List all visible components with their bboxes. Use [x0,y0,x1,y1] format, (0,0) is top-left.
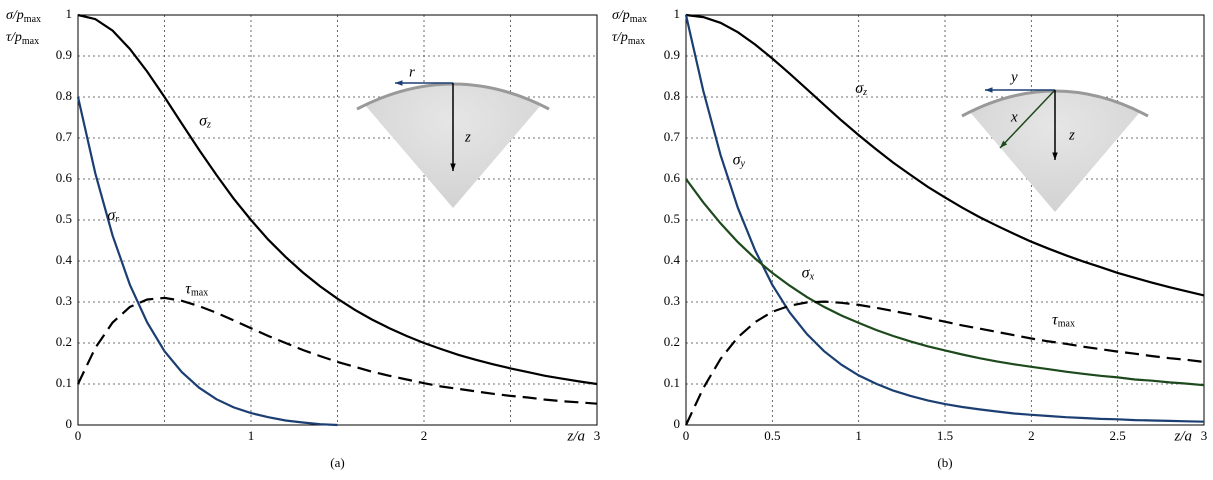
series-line [76,96,338,427]
y-tick-label: 0 [66,416,73,431]
y-tick-label: 0.7 [664,129,681,144]
x-tick-label: 3 [594,428,601,443]
y-tick-label: 0.5 [56,211,72,226]
series-label: σz [199,112,211,131]
y-tick-label: 0.8 [664,88,680,103]
inset-label: r [409,64,415,80]
inset-label: x [1010,109,1018,125]
subplot: 00.10.20.30.40.50.60.70.80.910 1 2 3rzσzσrτ… [6,6,600,470]
x-tick-label: 3 [1201,428,1208,443]
series-label: τmax [185,280,208,299]
y-axis-label: τ/pmax [612,30,645,47]
y-tick-label: 0.7 [56,129,73,144]
series-label: σr [107,207,119,226]
x-tick-label: 1 [248,428,255,443]
y-axis-label: σ/pmax [612,8,647,25]
series-line [685,300,1205,426]
x-axis-label: z/a [1173,428,1192,444]
inset-arrow-head [1000,140,1008,148]
x-tick-label: 0 [75,428,82,443]
y-tick-label: 0.2 [664,334,680,349]
inset-label: z [464,129,471,145]
y-tick-label: 0.5 [664,211,680,226]
inset-arrow-head [985,87,993,93]
series-label: τmax [1052,311,1075,330]
x-tick-label: 1.5 [937,428,953,443]
y-tick-label: 1 [66,6,73,21]
series-label: σy [733,151,746,170]
inset-arrow-head [395,80,403,86]
y-tick-label: 0.3 [56,293,72,308]
series-label: σz [855,79,867,98]
x-axis-label: z/a [566,428,585,444]
x-tick-label: 0 [683,428,690,443]
inset-diagram: rz [356,64,550,208]
y-tick-label: 0.6 [664,170,681,185]
y-axis-label: σ/pmax [6,8,41,25]
inset-arrow-head [450,163,456,171]
y-tick-label: 0.4 [56,252,73,267]
inset-arrow [999,89,1056,149]
y-axis-label: τ/pmax [6,30,39,47]
x-tick-label: 2 [421,428,428,443]
inset-label: z [1068,127,1075,143]
series-line [77,296,598,405]
series-line [685,13,1205,297]
y-tick-label: 0.1 [56,375,72,390]
y-tick-label: 1 [674,6,681,21]
inset-diagram: y x z [961,69,1149,212]
x-tick-label: 2.5 [1110,428,1126,443]
subplot: 0 0.1 0.2 0.3 0.4 0.5 0.6 0.7 0.8 0.9 1 0 0.5 1 1.5 2 2.… [612,6,1207,470]
series-label: σx [802,264,815,283]
x-tick-label: 0.5 [764,428,780,443]
x-tick-label: 2 [1028,428,1035,443]
y-tick-label: 0.1 [664,375,680,390]
inset-label: y [1009,69,1018,85]
y-tick-label: 0.8 [56,88,72,103]
y-tick-label: 0.9 [56,47,72,62]
series-line [77,13,598,386]
y-tick-label: 0.4 [664,252,681,267]
caption: (a) [330,455,344,470]
y-tick-label: 0.2 [56,334,72,349]
series-line [684,14,1205,423]
x-tick-label: 1 [855,428,862,443]
inset-arrow-head [1052,152,1058,160]
y-tick-label: 0 [674,416,681,431]
caption: (b) [937,455,952,470]
y-tick-label: 0.9 [664,47,680,62]
y-tick-label: 0.3 [664,293,680,308]
y-tick-label: 0.6 [56,170,73,185]
series-line [685,178,1205,387]
plot-frame [685,14,1205,426]
